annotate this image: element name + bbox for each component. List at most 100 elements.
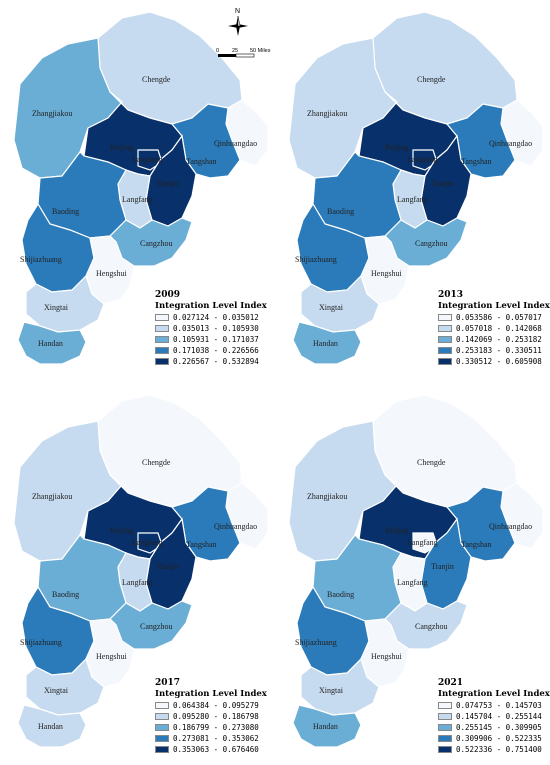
label-handan: Handan — [313, 722, 338, 731]
legend-swatch — [155, 735, 169, 742]
legend-item: 0.057018 - 0.142068 — [438, 323, 550, 334]
label-chengde: Chengde — [142, 458, 171, 467]
label-xingtai: Xingtai — [319, 686, 344, 695]
label-beijing: Beijing — [110, 526, 134, 535]
legend-item: 0.064384 - 0.095279 — [155, 700, 267, 711]
legend-range: 0.035013 - 0.105930 — [173, 324, 259, 333]
legend-range: 0.226567 - 0.532894 — [173, 357, 259, 366]
label-handan: Handan — [38, 339, 63, 348]
region-handan — [292, 704, 362, 748]
map-panel-2009: Chengde Zhangjiakou Qinhuangdao Beijing … — [0, 0, 275, 382]
scale-tick-50: 50 Miles — [250, 48, 271, 54]
label-zhangjiakou: Zhangjiakou — [32, 492, 72, 501]
legend-item: 0.053586 - 0.057017 — [438, 312, 550, 323]
legend-swatch — [155, 713, 169, 720]
legend-swatch — [438, 325, 452, 332]
legend-item: 0.074753 - 0.145703 — [438, 700, 550, 711]
choropleth-map: Chengde Zhangjiakou Qinhuangdao Beijing … — [13, 394, 269, 748]
legend-swatch — [438, 713, 452, 720]
legend-range: 0.053586 - 0.057017 — [456, 313, 542, 322]
legend-year: 2009 — [155, 290, 181, 300]
region-hengshui — [85, 618, 135, 688]
legend-item: 0.255145 - 0.309905 — [438, 722, 550, 733]
label-beijing: Beijing — [385, 526, 409, 535]
choropleth-map: Chengde Zhangjiakou Qinhuangdao Beijing … — [288, 11, 544, 365]
label-baoding: Baoding — [52, 207, 79, 216]
region-handan — [17, 321, 87, 365]
legend-range: 0.074753 - 0.145703 — [456, 701, 542, 710]
choropleth-map: Chengde Zhangjiakou Qinhuangdao Beijing … — [288, 394, 544, 748]
legend-swatch — [438, 702, 452, 709]
legend-swatch — [155, 358, 169, 365]
legend-range: 0.057018 - 0.142068 — [456, 324, 542, 333]
north-arrow-icon: N — [228, 8, 248, 36]
label-langfang-south: Langfang — [397, 195, 428, 204]
label-qinhuangdao: Qinhuangdao — [489, 522, 532, 531]
label-baoding: Baoding — [327, 590, 354, 599]
label-langfang-north: Langfang — [407, 155, 438, 164]
label-xingtai: Xingtai — [44, 686, 69, 695]
scale-bar-graphic: 0 25 50 Miles — [216, 48, 271, 58]
legend-swatch — [438, 746, 452, 753]
map-panel-2013: Chengde Zhangjiakou Qinhuangdao Beijing … — [275, 0, 550, 382]
legend-title: Integration Level Index — [438, 301, 550, 311]
label-shijiazhuang: Shijiazhuang — [20, 638, 62, 647]
label-tangshan: Tangshan — [461, 540, 492, 549]
label-shijiazhuang: Shijiazhuang — [20, 255, 62, 264]
label-shijiazhuang: Shijiazhuang — [295, 255, 337, 264]
legend-range: 0.095280 - 0.186798 — [173, 712, 259, 721]
label-beijing: Beijing — [385, 143, 409, 152]
legend-swatch — [438, 735, 452, 742]
legend-swatch — [155, 325, 169, 332]
scale-tick-25: 25 — [232, 48, 238, 54]
label-hengshui: Hengshui — [371, 269, 402, 278]
legend-range: 0.145704 - 0.255144 — [456, 712, 542, 721]
legend-swatch — [155, 347, 169, 354]
label-cangzhou: Cangzhou — [140, 239, 172, 248]
label-beijing: Beijing — [110, 143, 134, 152]
legend-range: 0.186799 - 0.273080 — [173, 723, 259, 732]
label-tianjin: Tianjin — [156, 179, 179, 188]
legend-title: Integration Level Index — [438, 689, 550, 699]
legend-item: 0.027124 - 0.035012 — [155, 312, 267, 323]
legend-item: 0.226567 - 0.532894 — [155, 356, 267, 367]
label-handan: Handan — [313, 339, 338, 348]
label-cangzhou: Cangzhou — [140, 622, 172, 631]
legend-swatch — [438, 358, 452, 365]
scale-bar: 0 25 50 Miles — [212, 46, 292, 66]
legend-swatch — [438, 347, 452, 354]
legend-range: 0.253183 - 0.330511 — [456, 346, 542, 355]
label-tianjin: Tianjin — [431, 562, 454, 571]
legend-item: 0.035013 - 0.105930 — [155, 323, 267, 334]
label-tianjin: Tianjin — [431, 179, 454, 188]
label-langfang-north: Langfang — [132, 538, 163, 547]
label-cangzhou: Cangzhou — [415, 239, 447, 248]
label-tangshan: Tangshan — [186, 157, 217, 166]
region-hengshui — [85, 235, 135, 305]
label-langfang-south: Langfang — [122, 578, 153, 587]
label-zhangjiakou: Zhangjiakou — [32, 109, 72, 118]
legend-range: 0.171038 - 0.226566 — [173, 346, 259, 355]
label-qinhuangdao: Qinhuangdao — [489, 139, 532, 148]
legend-item: 0.171038 - 0.226566 — [155, 345, 267, 356]
label-langfang-south: Langfang — [397, 578, 428, 587]
legend-range: 0.522336 - 0.751400 — [456, 745, 542, 754]
legend: 2017 Integration Level Index 0.064384 - … — [155, 678, 267, 755]
label-hengshui: Hengshui — [96, 269, 127, 278]
legend-range: 0.142069 - 0.253182 — [456, 335, 542, 344]
legend-title: Integration Level Index — [155, 689, 267, 699]
legend-title: Integration Level Index — [155, 301, 267, 311]
legend-swatch — [155, 746, 169, 753]
label-tangshan: Tangshan — [186, 540, 217, 549]
legend-range: 0.255145 - 0.309905 — [456, 723, 542, 732]
label-xingtai: Xingtai — [44, 303, 69, 312]
label-hengshui: Hengshui — [96, 652, 127, 661]
north-label: N — [235, 8, 240, 15]
label-baoding: Baoding — [327, 207, 354, 216]
label-baoding: Baoding — [52, 590, 79, 599]
region-hengshui — [360, 618, 410, 688]
legend-item: 0.186799 - 0.273080 — [155, 722, 267, 733]
legend: 2021 Integration Level Index 0.074753 - … — [438, 678, 550, 755]
legend-swatch — [155, 724, 169, 731]
label-tangshan: Tangshan — [461, 157, 492, 166]
